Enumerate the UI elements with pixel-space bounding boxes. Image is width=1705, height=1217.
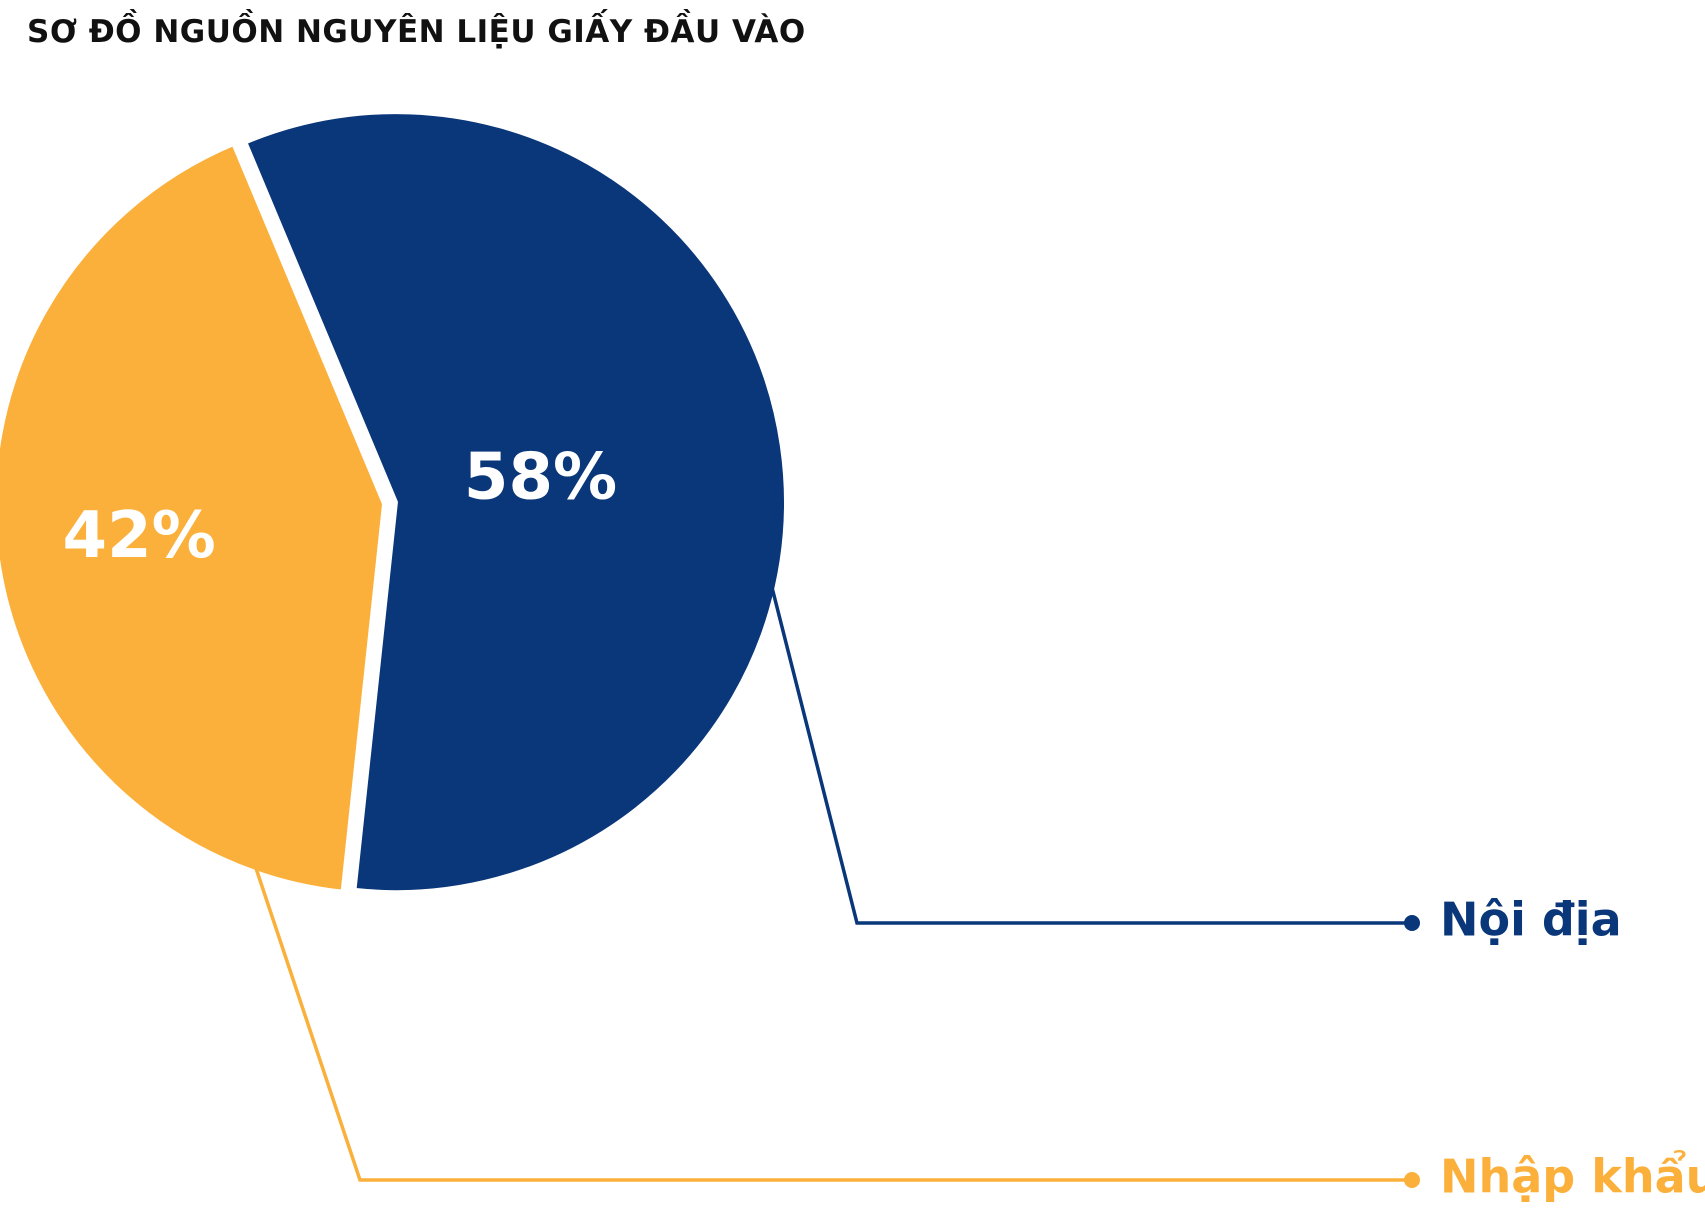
pie-slice-noi-dia bbox=[243, 110, 788, 895]
chart-title: SƠ ĐỒ NGUỒN NGUYÊN LIỆU GIẤY ĐẦU VÀO bbox=[27, 14, 806, 50]
slice-value-label: 58% bbox=[464, 441, 617, 515]
legend-label-noi-dia: Nội địa bbox=[1440, 893, 1622, 947]
connector-start-dot bbox=[683, 260, 699, 276]
pie-slice-nhap-khau bbox=[0, 142, 387, 894]
legend-label-nhap-khau: Nhập khẩu bbox=[1440, 1150, 1705, 1204]
slice-value-label: 42% bbox=[63, 499, 216, 573]
legend-connector-line bbox=[251, 859, 1412, 1182]
legend-connector-line bbox=[689, 267, 1412, 925]
slice-labels: 58% 42% bbox=[63, 441, 618, 574]
connector-start-dot bbox=[245, 852, 261, 868]
pie-slices bbox=[0, 110, 788, 895]
legend: Nội địa Nhập khẩu bbox=[245, 260, 1705, 1204]
connector-end-dot bbox=[1404, 915, 1420, 931]
connector-end-dot bbox=[1404, 1172, 1420, 1188]
